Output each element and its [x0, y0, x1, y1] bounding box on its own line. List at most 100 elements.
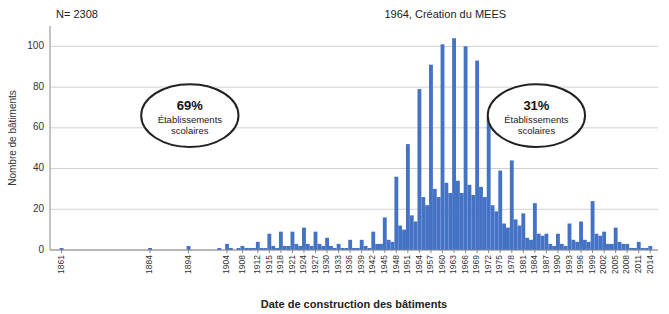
- grid-line: [50, 168, 658, 169]
- x-axis: 1861188418941904190819121915191819211924…: [50, 250, 658, 310]
- bar: [514, 219, 518, 250]
- bar: [460, 193, 464, 250]
- callout-label: 31%: [523, 98, 549, 113]
- callout-text-line: Établissements: [158, 114, 223, 125]
- bar: [468, 185, 472, 250]
- grid-line: [50, 87, 658, 88]
- x-tick: [546, 250, 547, 253]
- callout-ellipse: [141, 84, 238, 147]
- bar: [475, 61, 479, 250]
- bar: [287, 246, 291, 250]
- bar: [444, 183, 448, 250]
- bar: [487, 118, 491, 250]
- x-tick-label: 1918: [275, 255, 285, 274]
- bar: [421, 197, 425, 250]
- bar: [518, 226, 522, 250]
- bar: [417, 89, 421, 250]
- bar: [240, 246, 244, 250]
- bar: [414, 221, 418, 250]
- bar: [441, 44, 445, 250]
- bar: [521, 213, 525, 250]
- x-tick: [373, 250, 374, 253]
- bar: [306, 244, 310, 250]
- x-axis-label: Date de construction des bâtiments: [261, 298, 447, 310]
- bar: [533, 203, 537, 250]
- bar: [437, 197, 441, 250]
- x-tick-label: 1927: [310, 255, 320, 274]
- bar: [448, 193, 452, 250]
- x-tick: [303, 250, 304, 253]
- x-tick-label: 1984: [529, 255, 539, 274]
- bar: [571, 240, 575, 250]
- bar: [452, 38, 456, 250]
- bar: [625, 244, 629, 250]
- bar: [510, 160, 514, 250]
- bars: [60, 38, 653, 250]
- bar: [364, 246, 368, 250]
- y-tick-label: 20: [33, 203, 45, 214]
- bar: [498, 171, 502, 250]
- x-tick: [361, 250, 362, 253]
- x-tick: [384, 250, 385, 253]
- bar: [391, 242, 395, 250]
- x-tick: [465, 250, 466, 253]
- x-tick-label: 2005: [610, 255, 620, 274]
- bar: [621, 244, 625, 250]
- x-tick-label: 1942: [367, 255, 377, 274]
- bar: [406, 144, 410, 250]
- bar: [267, 234, 271, 250]
- bar: [314, 232, 318, 250]
- bar: [456, 181, 460, 250]
- bar: [610, 244, 614, 250]
- x-tick-label: 1884: [144, 255, 154, 274]
- bar: [568, 224, 572, 250]
- bar: [506, 228, 510, 250]
- y-tick-label: 100: [27, 40, 44, 51]
- bar: [544, 234, 548, 250]
- x-tick: [581, 250, 582, 253]
- bar: [529, 240, 533, 250]
- x-tick-label: 1894: [183, 255, 193, 274]
- x-tick: [292, 250, 293, 253]
- bar: [271, 246, 275, 250]
- x-tick-label: 1954: [414, 255, 424, 274]
- callout-text-line: scolaires: [171, 125, 209, 136]
- bar: [494, 211, 498, 250]
- grid-line: [50, 209, 658, 210]
- x-tick-label: 1936: [344, 255, 354, 274]
- x-tick: [280, 250, 281, 253]
- bar: [537, 234, 541, 250]
- x-tick: [150, 250, 151, 253]
- x-tick: [419, 250, 420, 253]
- bar: [564, 246, 568, 250]
- callout-text-line: scolaires: [518, 125, 556, 136]
- x-tick: [257, 250, 258, 253]
- bar: [371, 232, 375, 250]
- x-tick: [338, 250, 339, 253]
- x-tick: [188, 250, 189, 253]
- x-tick: [604, 250, 605, 253]
- bar: [618, 242, 622, 250]
- x-tick-label: 1999: [587, 255, 597, 274]
- bar: [591, 201, 595, 250]
- bar: [329, 246, 333, 250]
- bar: [394, 177, 398, 250]
- bar: [648, 246, 652, 250]
- x-tick: [534, 250, 535, 253]
- callout-text: Établissementsscolaires: [504, 114, 569, 136]
- x-tick-label: 1993: [564, 255, 574, 274]
- callout: 31%Établissementsscolaires: [488, 84, 585, 147]
- x-tick: [500, 250, 501, 253]
- x-tick-label: 1904: [221, 255, 231, 274]
- x-tick: [242, 250, 243, 253]
- bar: [310, 246, 314, 250]
- bar: [225, 244, 229, 250]
- bar: [491, 205, 495, 250]
- bar: [595, 234, 599, 250]
- bar: [556, 234, 560, 250]
- bar: [598, 236, 602, 250]
- x-tick-label: 1939: [356, 255, 366, 274]
- x-tick-label: 1948: [391, 255, 401, 274]
- bar: [302, 228, 306, 250]
- x-tick-label: 1975: [494, 255, 504, 274]
